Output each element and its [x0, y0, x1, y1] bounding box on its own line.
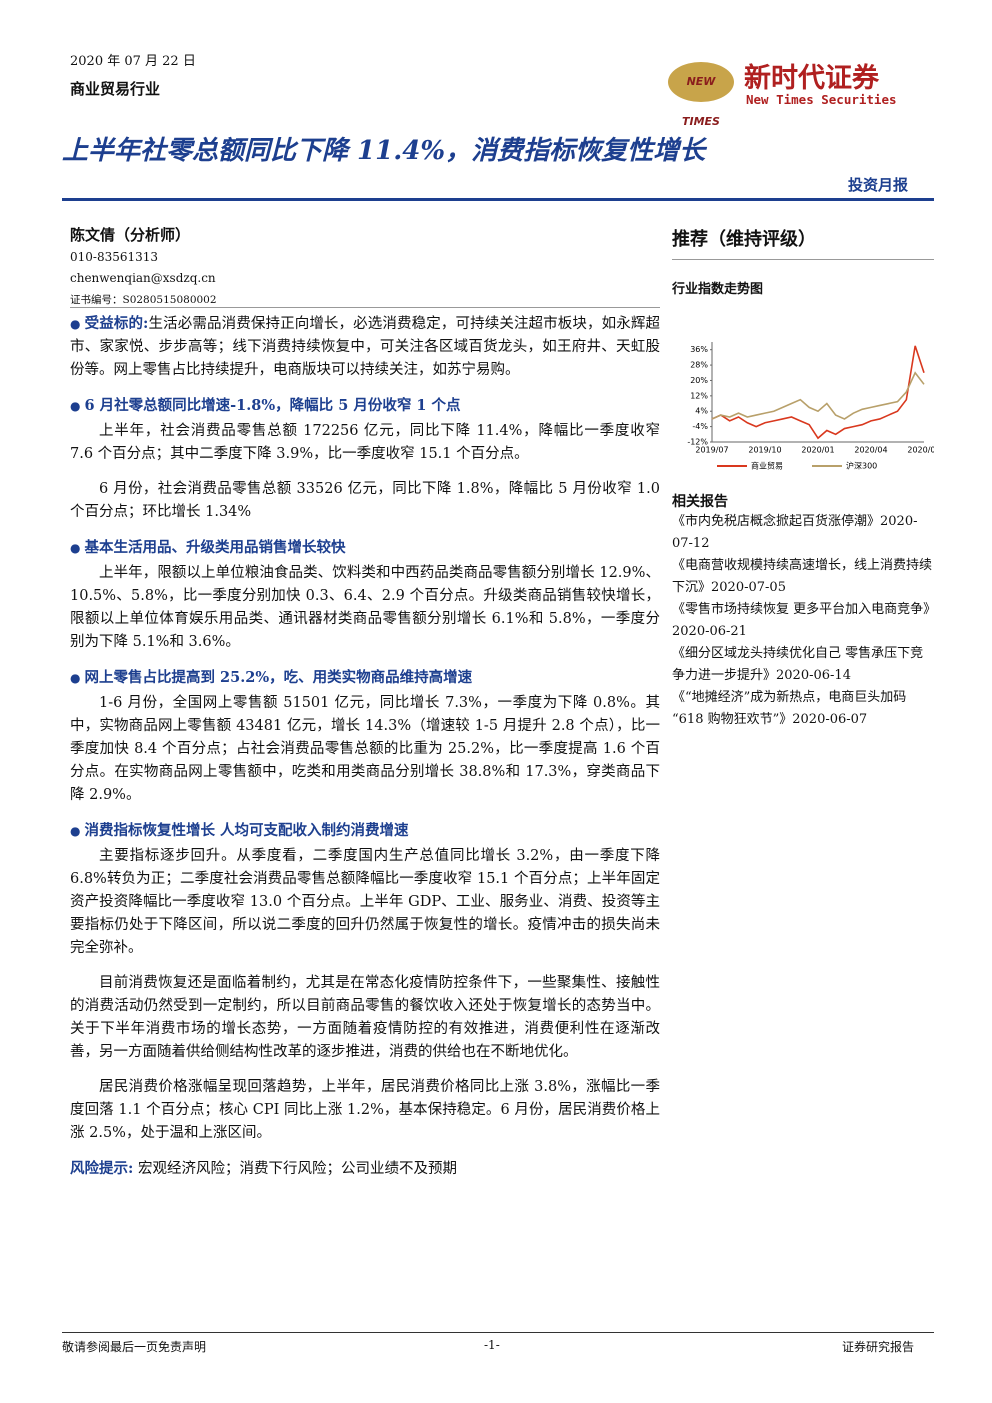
- paragraph: 6 月份，社会消费品零售总额 33526 亿元，同比下降 1.8%，降幅比 5 …: [70, 481, 660, 520]
- related-item: 《细分区域龙头持续优化自己 零售承压下竞争力进一步提升》2020-06-14: [672, 643, 934, 687]
- related-title: 《电商营收规模持续高速增长，线上消费持续下沉》: [672, 558, 933, 595]
- date: 2020 年 07 月 22 日: [70, 54, 196, 69]
- intro-label: 受益标的:: [84, 315, 149, 332]
- section-heading: 基本生活用品、升级类用品销售增长较快: [70, 536, 660, 560]
- x-tick-label: 2020/07: [907, 446, 934, 455]
- rating: 推荐（维持评级）: [672, 225, 934, 260]
- legend-label: 沪深300: [846, 461, 877, 471]
- related-item: 《市内免税店概念掀起百货涨停潮》2020-07-12: [672, 511, 934, 555]
- y-tick-label: -12%: [687, 438, 708, 447]
- related-title: 相关报告: [672, 494, 728, 510]
- y-tick-label: 20%: [690, 376, 708, 385]
- logo-mark: NEW TIMES: [668, 62, 734, 128]
- y-tick-label: 36%: [690, 345, 708, 354]
- y-tick-label: 12%: [690, 391, 708, 400]
- related-date: 2020-06-14: [776, 668, 851, 683]
- related-title: 《“地摊经济”成为新热点，电商巨头加码“618 购物狂欢节”》: [672, 690, 907, 727]
- section-heading: 消费指标恢复性增长 人均可支配收入制约消费增速: [70, 819, 660, 843]
- y-tick-label: 4%: [695, 407, 708, 416]
- related-date: 2020-06-21: [672, 624, 747, 639]
- related-title: 《零售市场持续恢复 更多平台加入电商竞争》: [672, 602, 937, 617]
- related-date: 2020-07-05: [711, 580, 786, 595]
- risk-text: 宏观经济风险；消费下行风险；公司业绩不及预期: [137, 1161, 457, 1177]
- related-title: 《细分区域龙头持续优化自己 零售承压下竞争力进一步提升》: [672, 646, 924, 683]
- x-tick-label: 2019/10: [748, 446, 781, 455]
- analyst-name: 陈文倩（分析师）: [70, 226, 191, 244]
- section-heading: 网上零售占比提高到 25.2%，吃、用类实物商品维持高增速: [70, 666, 660, 690]
- paragraph: 1-6 月份，全国网上零售额 51501 亿元，同比增长 7.3%，一季度为下降…: [70, 695, 660, 803]
- risk: 风险提示: 宏观经济风险；消费下行风险；公司业绩不及预期: [70, 1157, 660, 1181]
- divider: [70, 307, 660, 308]
- industry: 商业贸易行业: [70, 80, 161, 98]
- related-date: 2020-07-12: [672, 514, 918, 551]
- analyst-cert: 证书编号：S0280515080002: [70, 294, 217, 306]
- paragraph: 上半年，社会消费品零售总额 172256 亿元，同比下降 11.4%，降幅比一季…: [70, 423, 660, 462]
- x-tick-label: 2019/07: [695, 446, 728, 455]
- footer-left: 敬请参阅最后一页免责声明: [62, 1340, 207, 1354]
- footer-center: -1-: [484, 1338, 500, 1352]
- related-item: 《“地摊经济”成为新热点，电商巨头加码“618 购物狂欢节”》2020-06-0…: [672, 687, 934, 731]
- related-list: 《市内免税店概念掀起百货涨停潮》2020-07-12 《电商营收规模持续高速增长，…: [672, 511, 937, 731]
- sections: 6 月社零总额同比增速-1.8%，降幅比 5 月份收窄 1 个点上半年，社会消费…: [70, 394, 660, 1145]
- paragraph: 目前消费恢复还是面临着制约，尤其是在常态化疫情防控条件下，一些聚集性、接触性的消…: [70, 975, 660, 1060]
- related-item: 《零售市场持续恢复 更多平台加入电商竞争》 2020-06-21: [672, 599, 937, 643]
- intro: 受益标的:生活必需品消费保持正向增长，必选消费稳定，可持续关注超市板块，如永辉超…: [70, 312, 660, 382]
- chart: -12% -4% 4% 12% 20% 28% 36% 2019/07 2019/10 2020/…: [687, 342, 941, 471]
- intro-text: 生活必需品消费保持正向增长，必选消费稳定，可持续关注超市板块，如永辉超市、家家悦…: [70, 316, 660, 378]
- series-line: [711, 371, 925, 420]
- section-heading: 6 月社零总额同比增速-1.8%，降幅比 5 月份收窄 1 个点: [70, 394, 660, 418]
- body: 受益标的:生活必需品消费保持正向增长，必选消费稳定，可持续关注超市板块，如永辉超…: [70, 312, 660, 1181]
- paragraph: 上半年，限额以上单位粮油食品类、饮料类和中西药品类商品零售额分别增长 12.9%…: [70, 565, 660, 650]
- x-tick-label: 2020/01: [801, 446, 834, 455]
- report-type: 投资月报: [848, 176, 909, 194]
- analyst-email: chenwenqian@xsdzq.cn: [70, 271, 216, 285]
- y-tick-label: -4%: [692, 422, 708, 431]
- related-date: 2020-06-07: [792, 712, 868, 727]
- logo-cn: 新时代证券: [744, 63, 879, 94]
- chart-title: 行业指数走势图: [672, 282, 764, 297]
- x-tick-label: 2020/04: [854, 446, 887, 455]
- logo-en: New Times Securities: [746, 92, 897, 107]
- y-tick-label: 28%: [690, 361, 708, 370]
- title: 上半年社零总额同比下降 11.4%，消费指标恢复性增长: [62, 136, 706, 166]
- related-title: 《市内免税店概念掀起百货涨停潮》: [672, 514, 881, 529]
- paragraph: 居民消费价格涨幅呈现回落趋势，上半年，居民消费价格同比上涨 3.8%，涨幅比一季…: [70, 1079, 660, 1141]
- related-item: 《电商营收规模持续高速增长，线上消费持续下沉》2020-07-05: [672, 555, 934, 599]
- footer-right: 证券研究报告: [842, 1340, 915, 1354]
- footer-rule: [62, 1332, 934, 1333]
- rule: [62, 198, 934, 201]
- analyst-phone: 010-83561313: [70, 250, 159, 264]
- paragraph: 主要指标逐步回升。从季度看，二季度国内生产总值同比增长 3.2%，由一季度下降 …: [70, 848, 660, 956]
- legend-label: 商业贸易: [751, 461, 783, 471]
- sidebar: 推荐（维持评级） 行业指数走势图 -12% -4% 4% 12% 20% 28% 36% 20…: [672, 225, 941, 731]
- risk-label: 风险提示:: [70, 1160, 134, 1177]
- series-line: [711, 345, 925, 440]
